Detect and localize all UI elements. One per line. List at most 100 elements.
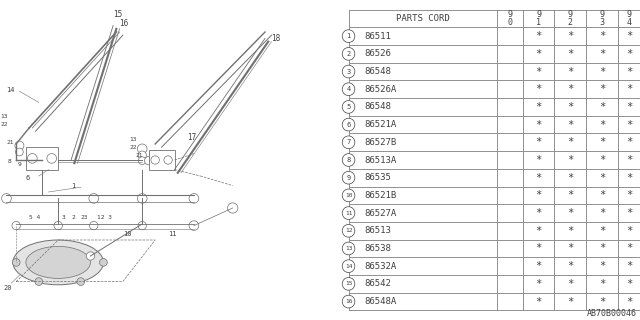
Circle shape — [138, 221, 147, 230]
Text: *: * — [626, 84, 632, 94]
Text: 7: 7 — [346, 139, 351, 145]
Text: *: * — [567, 49, 573, 59]
Bar — [26, 147, 58, 170]
Circle shape — [342, 47, 355, 60]
Text: 11: 11 — [168, 231, 177, 236]
Text: *: * — [626, 31, 632, 41]
Circle shape — [77, 278, 84, 285]
Text: 5 4: 5 4 — [29, 215, 40, 220]
Text: *: * — [536, 155, 541, 165]
Circle shape — [189, 221, 199, 230]
Text: *: * — [599, 261, 605, 271]
Text: 18: 18 — [271, 34, 281, 43]
Text: 22: 22 — [129, 145, 137, 150]
Text: 86548: 86548 — [364, 102, 391, 111]
Circle shape — [342, 100, 355, 113]
Text: *: * — [536, 120, 541, 130]
Circle shape — [90, 221, 98, 230]
Text: 17: 17 — [188, 133, 196, 142]
Circle shape — [86, 252, 95, 260]
Text: 86526: 86526 — [364, 49, 391, 58]
Circle shape — [145, 156, 153, 165]
Text: *: * — [599, 190, 605, 200]
Text: *: * — [536, 67, 541, 76]
Text: 12: 12 — [345, 228, 352, 233]
Text: *: * — [626, 226, 632, 236]
Text: *: * — [567, 297, 573, 307]
Text: 86513A: 86513A — [364, 156, 397, 164]
Circle shape — [12, 259, 20, 266]
Text: *: * — [536, 84, 541, 94]
Text: *: * — [626, 120, 632, 130]
Text: *: * — [536, 208, 541, 218]
Text: 12 3: 12 3 — [97, 215, 112, 220]
Text: 21: 21 — [136, 153, 143, 158]
Text: *: * — [567, 226, 573, 236]
Circle shape — [138, 144, 147, 154]
Text: *: * — [567, 190, 573, 200]
Text: 23: 23 — [81, 215, 88, 220]
Text: 10: 10 — [345, 193, 352, 198]
Text: 20: 20 — [3, 285, 12, 291]
Text: 86542: 86542 — [364, 279, 391, 288]
Text: 86521B: 86521B — [364, 191, 397, 200]
Text: 86548A: 86548A — [364, 297, 397, 306]
Circle shape — [15, 148, 23, 156]
Text: 86513: 86513 — [364, 226, 391, 235]
Text: *: * — [626, 137, 632, 147]
Circle shape — [164, 156, 172, 164]
Text: *: * — [536, 226, 541, 236]
Text: *: * — [626, 244, 632, 253]
Text: *: * — [599, 137, 605, 147]
Circle shape — [342, 118, 355, 131]
Text: 1: 1 — [346, 33, 351, 39]
Text: *: * — [567, 261, 573, 271]
Text: AB70B00046: AB70B00046 — [587, 309, 637, 318]
Bar — [148, 150, 175, 170]
Text: *: * — [626, 102, 632, 112]
Text: *: * — [536, 173, 541, 183]
Text: *: * — [536, 137, 541, 147]
Circle shape — [138, 151, 147, 159]
Text: 9
2: 9 2 — [568, 10, 573, 27]
Text: *: * — [626, 155, 632, 165]
Text: *: * — [536, 102, 541, 112]
Circle shape — [2, 194, 12, 203]
Text: *: * — [599, 279, 605, 289]
Text: 8: 8 — [8, 159, 12, 164]
Text: *: * — [567, 155, 573, 165]
Text: 6: 6 — [346, 122, 351, 128]
Text: *: * — [536, 49, 541, 59]
Text: 2: 2 — [71, 215, 75, 220]
Text: *: * — [599, 31, 605, 41]
Text: 9
3: 9 3 — [600, 10, 605, 27]
Text: 15: 15 — [113, 10, 122, 19]
Text: 86511: 86511 — [364, 32, 391, 41]
Text: 86526A: 86526A — [364, 85, 397, 94]
Text: *: * — [536, 297, 541, 307]
Circle shape — [12, 221, 20, 230]
Text: 86521A: 86521A — [364, 120, 397, 129]
Text: PARTS CORD: PARTS CORD — [396, 14, 450, 23]
Circle shape — [342, 83, 355, 96]
Circle shape — [138, 194, 147, 203]
Circle shape — [342, 30, 355, 43]
Text: 86538: 86538 — [364, 244, 391, 253]
Text: 14: 14 — [345, 264, 352, 269]
Circle shape — [342, 189, 355, 202]
Circle shape — [100, 259, 108, 266]
Text: *: * — [599, 49, 605, 59]
Text: 9: 9 — [18, 162, 22, 167]
Text: 86535: 86535 — [364, 173, 391, 182]
Circle shape — [151, 156, 159, 164]
Text: 9: 9 — [346, 175, 351, 181]
Text: 1: 1 — [71, 183, 76, 188]
Text: 9
0: 9 0 — [508, 10, 513, 27]
Text: 21: 21 — [6, 140, 14, 145]
Text: *: * — [567, 279, 573, 289]
Text: *: * — [599, 155, 605, 165]
Text: *: * — [599, 244, 605, 253]
Text: 22: 22 — [0, 122, 8, 127]
Text: 16: 16 — [345, 299, 352, 304]
Circle shape — [15, 141, 24, 150]
